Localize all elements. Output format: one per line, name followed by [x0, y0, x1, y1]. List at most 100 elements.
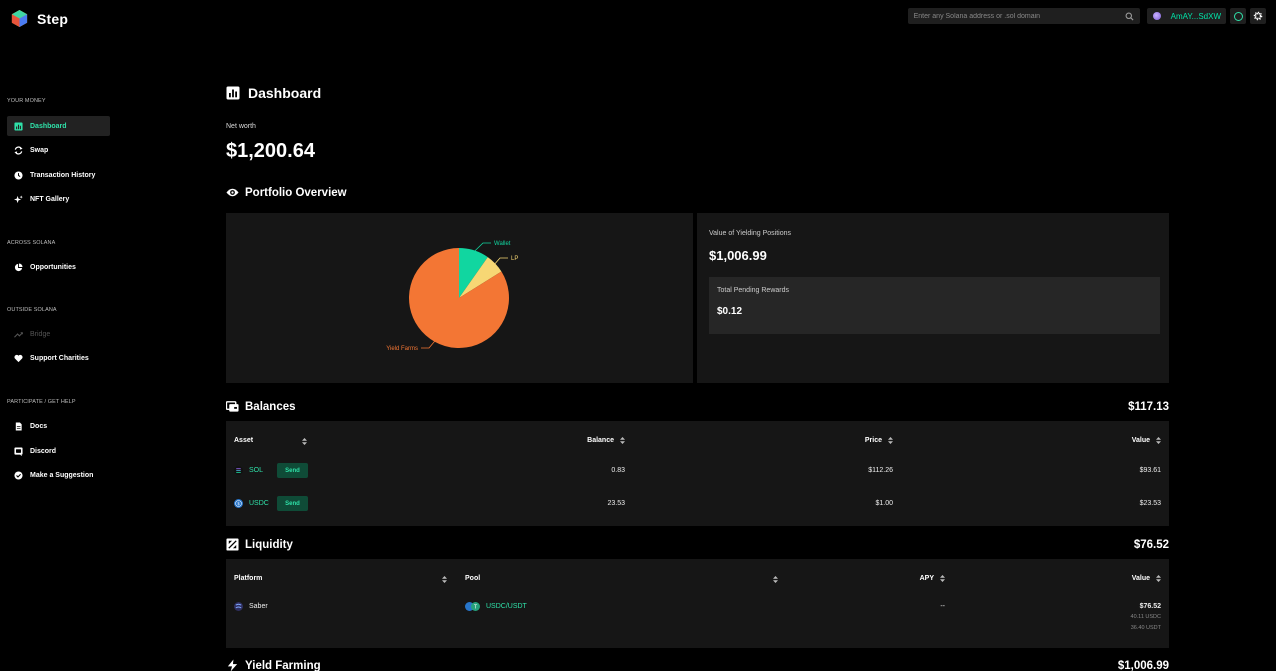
yield-farming-header: Yield Farming $1,006.99 [226, 659, 1169, 671]
wallet-button[interactable]: AmAY...SdXW [1146, 8, 1226, 24]
sidebar-item-make-a-suggestion[interactable]: Make a Suggestion [7, 465, 110, 485]
column-header-price[interactable]: Price [865, 437, 893, 444]
refresh-button[interactable] [1230, 8, 1246, 24]
saber-icon [234, 602, 243, 611]
pending-rewards-label: Total Pending Rewards [717, 287, 789, 294]
sparkle-icon [14, 194, 23, 203]
sidebar-item-discord[interactable]: Discord [7, 441, 110, 461]
sort-icon[interactable] [1156, 437, 1161, 444]
price-cell: $112.26 [868, 467, 893, 474]
liquidity-table: Platform Pool APY Value Saber T [226, 559, 1169, 648]
clock-icon [14, 170, 23, 180]
sidebar-item-swap[interactable]: Swap [7, 140, 110, 160]
refresh-ring-icon [1233, 11, 1243, 21]
pending-rewards-box: Total Pending Rewards $0.12 [709, 277, 1160, 334]
pie-leader-line [473, 242, 491, 253]
column-header-pool[interactable]: Pool [465, 575, 481, 582]
pool-usdc-usdt[interactable]: T USDC/USDT [465, 602, 527, 611]
chart-icon [14, 121, 23, 131]
platform-saber[interactable]: Saber [234, 602, 268, 611]
liquidity-title: Liquidity [245, 538, 293, 551]
search-bar [907, 8, 1140, 24]
sidebar-item-label: NFT Gallery [30, 195, 70, 203]
yield-farming-total: $1,006.99 [1117, 659, 1169, 671]
sidebar-item-label: Dashboard [30, 122, 67, 130]
sidebar-section-participate: PARTICIPATE / GET HELP [7, 399, 76, 405]
send-button[interactable]: Send [277, 496, 308, 511]
value-cell: $93.61 [1139, 467, 1161, 474]
send-button[interactable]: Send [277, 463, 308, 478]
svg-text:$: $ [237, 501, 240, 506]
pie-leader-line [421, 339, 437, 349]
asset-sol[interactable]: SOL [234, 466, 263, 475]
sidebar-item-label: Opportunities [30, 263, 76, 271]
value-cell: $76.52 [1139, 603, 1161, 610]
column-header-platform[interactable]: Platform [234, 575, 263, 582]
sol-token-icon [234, 466, 243, 475]
sidebar-item-opportunities[interactable]: Opportunities [7, 257, 110, 277]
pie-slice-yield-farms[interactable] [408, 248, 509, 348]
sidebar-item-nft-gallery[interactable]: NFT Gallery [7, 189, 110, 209]
value-cell: $23.53 [1139, 500, 1161, 507]
sidebar-item-bridge[interactable]: Bridge [7, 324, 110, 344]
sidebar-section-across-solana: ACROSS SOLANA [7, 240, 56, 246]
sidebar-item-docs[interactable]: Docs [7, 416, 110, 436]
balance-cell: 0.83 [611, 467, 625, 474]
column-header-value[interactable]: Value [1132, 575, 1161, 582]
asset-name: SOL [249, 467, 264, 474]
balances-title: Balances [245, 400, 296, 413]
search-icon[interactable] [1125, 12, 1134, 21]
topbar-actions: AmAY...SdXW [907, 8, 1266, 24]
column-header-apy[interactable]: APY [920, 575, 945, 582]
platform-name: Saber [249, 603, 268, 610]
pie-slice-lp[interactable] [459, 257, 502, 298]
value-sub-usdc: 40.11 USDC [1130, 614, 1161, 620]
price-cell: $1.00 [875, 500, 893, 507]
svg-text:T: T [473, 605, 478, 611]
pie-slice-wallet[interactable] [459, 248, 488, 298]
yielding-positions-label: Value of Yielding Positions [709, 230, 791, 237]
balances-total: $117.13 [1128, 400, 1169, 413]
column-header-asset[interactable]: Asset [234, 437, 254, 444]
sidebar-section-your-money: YOUR MONEY [7, 98, 46, 104]
search-input[interactable] [913, 12, 1121, 20]
pie-label: LP [511, 256, 518, 262]
sort-icon[interactable] [773, 576, 778, 583]
sort-icon[interactable] [1156, 575, 1161, 582]
value-sub-usdt: 36.40 USDT [1130, 625, 1161, 631]
check-circle-icon [14, 470, 23, 480]
sidebar-item-support-charities[interactable]: Support Charities [7, 348, 110, 368]
asset-usdc[interactable]: $ USDC [234, 499, 269, 508]
sort-icon[interactable] [302, 438, 307, 445]
gear-icon [1253, 11, 1263, 21]
sort-icon[interactable] [442, 576, 447, 583]
logo[interactable]: Step [10, 9, 68, 28]
yield-farming-title: Yield Farming [245, 659, 321, 671]
column-header-value[interactable]: Value [1132, 437, 1161, 444]
sort-icon[interactable] [620, 437, 625, 444]
sidebar-item-label: Support Charities [30, 354, 89, 362]
settings-button[interactable] [1250, 8, 1266, 24]
pie-label: Wallet [494, 241, 511, 247]
balances-table: Asset Balance Price Value SOL Send 0.83 … [226, 421, 1169, 526]
sidebar-item-label: Swap [30, 146, 49, 154]
pie-label: Yield Farms [386, 346, 418, 352]
balances-header: Balances $117.13 [226, 400, 1169, 413]
portfolio-chart-panel: Wallet LP Yield Farms [226, 213, 693, 383]
sort-icon[interactable] [888, 437, 893, 444]
pie-leader-line [493, 257, 508, 266]
sidebar-item-dashboard[interactable]: Dashboard [7, 116, 110, 136]
column-header-balance[interactable]: Balance [587, 437, 625, 444]
page-title: Dashboard [226, 85, 321, 101]
heart-icon [14, 354, 23, 362]
sort-icon[interactable] [940, 575, 945, 582]
pending-rewards-value: $0.12 [717, 306, 743, 317]
net-worth-label: Net worth [226, 123, 256, 130]
portfolio-overview-title: Portfolio Overview [245, 186, 347, 199]
dashboard-icon [226, 86, 240, 100]
asset-name: USDC [249, 500, 269, 507]
sidebar-item-label: Make a Suggestion [30, 471, 94, 479]
apy-cell: -- [940, 603, 945, 610]
sidebar-item-transaction-history[interactable]: Transaction History [7, 165, 110, 185]
swap-icon [14, 145, 23, 155]
